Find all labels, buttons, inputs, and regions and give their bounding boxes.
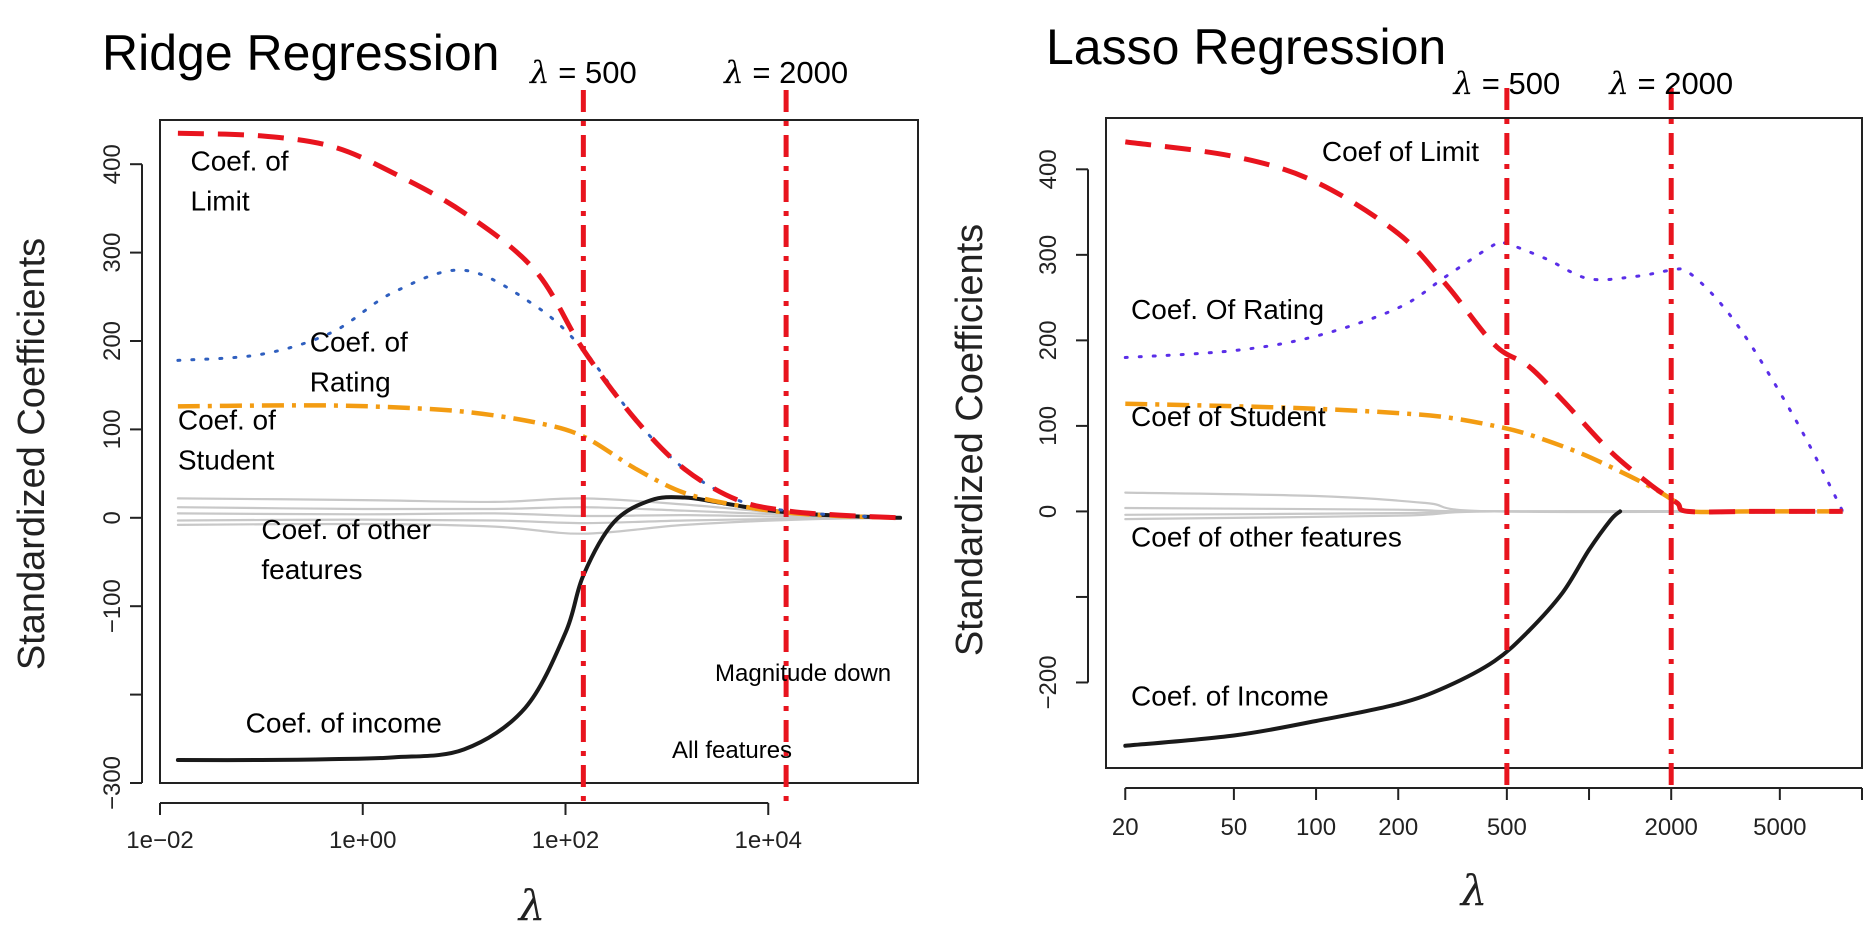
lasso-x-axis-title: λ xyxy=(1459,866,1488,915)
lasso-annotation-4: Coef. of Income xyxy=(1131,681,1329,712)
lasso-x-tick-label: 20 xyxy=(1112,814,1139,841)
ridge-annotation-4: Coef. of income xyxy=(246,708,442,739)
lambda-value: = 500 xyxy=(550,55,637,90)
ridge-annotation-1: Coef. of Rating xyxy=(310,327,408,398)
ridge-y-tick-label: 100 xyxy=(99,409,126,449)
annotation-line: features xyxy=(261,554,362,585)
lasso-x-tick-label: 100 xyxy=(1296,814,1336,841)
ridge-annotation-2: Coef. of Student xyxy=(178,404,276,475)
lasso-series-income-line xyxy=(1123,509,1623,748)
lasso-y-tick-label: 300 xyxy=(1035,235,1062,275)
annotation-line: Rating xyxy=(310,367,391,398)
ridge-title: Ridge Regression xyxy=(102,25,499,81)
lasso-series-group xyxy=(1123,139,1845,748)
lasso-annotation-3: Coef of other features xyxy=(1131,521,1402,552)
annotation-line: Coef. of Income xyxy=(1131,681,1329,712)
ridge-x-tick-label: 1e+02 xyxy=(532,827,599,854)
lambda-symbol: λ xyxy=(528,55,550,91)
ridge-series-rating-line xyxy=(176,268,902,520)
ridge-y-tick-label: −100 xyxy=(99,579,126,633)
annotation-line: Coef. Of Rating xyxy=(1131,294,1324,325)
ridge-note-0: Magnitude down xyxy=(715,660,891,687)
ridge-series-student-line xyxy=(177,403,901,521)
lasso-lambda-label-0: λ = 500 xyxy=(1452,66,1561,102)
ridge-lambda-label-1: λ = 2000 xyxy=(722,55,848,91)
lasso-y-tick-label: 0 xyxy=(1035,505,1062,518)
lambda-symbol: λ xyxy=(1607,66,1629,102)
annotation-line: Coef of Limit xyxy=(1322,136,1479,167)
lambda-symbol: λ xyxy=(1452,66,1474,102)
annotation-line: Coef. of income xyxy=(246,708,442,739)
ridge-y-tick-label: 200 xyxy=(99,321,126,361)
ridge-y-tick-label: −300 xyxy=(99,756,126,810)
annotation-line: Coef. of xyxy=(310,327,408,358)
ridge-y-tick-label: 0 xyxy=(99,511,126,524)
ridge-y-tick-label: 400 xyxy=(99,144,126,184)
lasso-y-tick-label: −200 xyxy=(1035,655,1062,709)
ridge-annotation-3: Coef. of other features xyxy=(261,514,431,585)
annotation-line: Limit xyxy=(191,185,250,216)
lambda-symbol: λ xyxy=(722,55,744,91)
ridge-lambda-label-0: λ = 500 xyxy=(528,55,637,91)
lasso-series-limit-line xyxy=(1124,139,1843,515)
lasso-plot-frame xyxy=(1105,117,1863,769)
lasso-x-tick-label: 200 xyxy=(1378,814,1418,841)
ridge-plot-frame xyxy=(159,119,919,784)
ridge-annotation-0: Coef. of Limit xyxy=(191,145,289,216)
lasso-annotation-2: Coef of Student xyxy=(1131,401,1326,432)
ridge-series-limit-line xyxy=(177,130,901,521)
annotation-line: Coef. of xyxy=(178,404,276,435)
lambda-value: = 2000 xyxy=(1629,66,1733,101)
annotation-line: Coef of Student xyxy=(1131,401,1326,432)
annotation-line: Student xyxy=(178,444,275,475)
ridge-series-group xyxy=(175,130,903,763)
lasso-x-tick-label: 500 xyxy=(1487,814,1527,841)
lasso-x-tick-label: 2000 xyxy=(1645,814,1698,841)
ridge-panel: Ridge Regression 4003002001000−100−3001e… xyxy=(11,25,919,930)
lasso-y-tick-label: 100 xyxy=(1035,406,1062,446)
annotation-line: Coef of other features xyxy=(1131,521,1402,552)
ridge-series-other-line xyxy=(176,516,902,535)
lasso-x-tick-label: 50 xyxy=(1221,814,1248,841)
lasso-annotation-0: Coef of Limit xyxy=(1322,136,1479,167)
ridge-series-other-line xyxy=(176,512,902,519)
lasso-y-tick-label: 400 xyxy=(1035,149,1062,189)
ridge-y-axis-title: Standardized Coefficients xyxy=(11,238,53,670)
ridge-x-tick-label: 1e−02 xyxy=(126,827,193,854)
lasso-panel: Lasso Regression 400 300 200 100 0 −200 20 50 10… xyxy=(949,19,1863,915)
lambda-value: = 2000 xyxy=(744,55,848,90)
ridge-x-tick-label: 1e+00 xyxy=(329,827,396,854)
lasso-y-axis-title: Standardized Coefficients xyxy=(949,224,991,656)
annotation-line: Coef. of xyxy=(191,145,289,176)
ridge-x-tick-label: 1e+04 xyxy=(735,827,802,854)
ridge-y-tick-label: 300 xyxy=(99,233,126,273)
lasso-series-rating-line xyxy=(1123,239,1845,513)
lasso-x-tick-label: 5000 xyxy=(1753,814,1806,841)
ridge-note-1: All features xyxy=(672,737,792,764)
lasso-annotation-1: Coef. Of Rating xyxy=(1131,294,1324,325)
lasso-series-student-line xyxy=(1125,401,1843,515)
annotation-line: Coef. of other xyxy=(261,514,431,545)
lambda-value: = 500 xyxy=(1473,66,1560,101)
lasso-title: Lasso Regression xyxy=(1046,19,1446,75)
ridge-x-axis-title: λ xyxy=(517,881,546,930)
lasso-y-tick-label: 200 xyxy=(1035,320,1062,360)
lasso-lambda-label-1: λ = 2000 xyxy=(1607,66,1733,102)
